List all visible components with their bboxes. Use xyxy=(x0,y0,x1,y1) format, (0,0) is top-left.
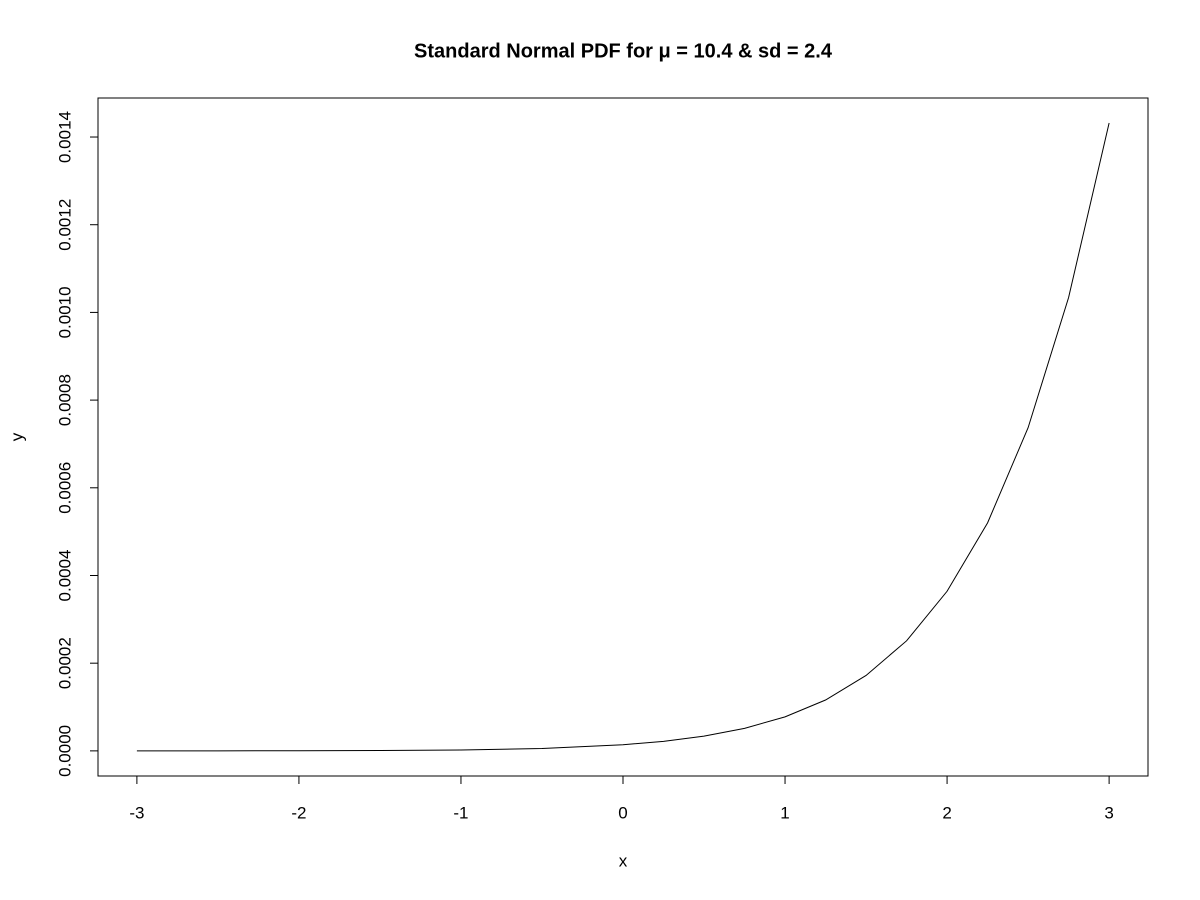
y-tick-label: 0.0014 xyxy=(55,111,74,163)
y-tick-label: 0.0008 xyxy=(55,374,74,426)
x-tick-label: 3 xyxy=(1104,803,1113,822)
y-tick-label: 0.0010 xyxy=(55,286,74,338)
x-tick-label: 2 xyxy=(942,803,951,822)
y-tick-label: 0.0004 xyxy=(55,549,74,601)
y-tick-label: 0.0000 xyxy=(55,725,74,777)
y-tick-label: 0.0012 xyxy=(55,199,74,251)
x-tick-label: -3 xyxy=(129,803,144,822)
x-tick-label: -1 xyxy=(453,803,468,822)
chart-title: Standard Normal PDF for μ = 10.4 & sd = … xyxy=(414,40,833,62)
y-tick-label: 0.0006 xyxy=(55,462,74,514)
plot-frame xyxy=(97,97,1149,777)
x-axis-label: x xyxy=(619,851,628,870)
x-tick-label: 0 xyxy=(618,803,627,822)
data-line xyxy=(136,122,1110,752)
x-tick-label: -2 xyxy=(291,803,306,822)
x-tick-label: 1 xyxy=(780,803,789,822)
y-axis-label: y xyxy=(7,432,26,441)
y-tick-label: 0.0002 xyxy=(55,637,74,689)
